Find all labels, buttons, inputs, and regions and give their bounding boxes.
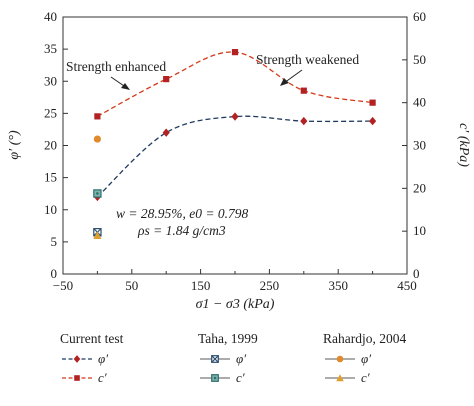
data-point-series-3-dot [96, 192, 99, 195]
data-point-series-1 [231, 49, 239, 56]
x-tick-label: 150 [191, 278, 211, 293]
legend-entry-label: φ′ [236, 351, 246, 366]
y-right-tick-label: 30 [413, 138, 426, 153]
data-point-series-0 [231, 112, 239, 121]
legend-marker [336, 374, 344, 382]
data-point-series-1 [369, 99, 376, 106]
arrow-weakened [283, 69, 303, 84]
y-right-tick-label: 0 [413, 266, 420, 281]
y-left-tick-label: 10 [44, 202, 57, 217]
x-tick-label: 450 [397, 278, 417, 293]
y-right-tick-label: 40 [413, 95, 426, 110]
y-left-axis-label: φ′ (°) [7, 130, 22, 160]
ticks-layer: −50 50 150 250 350 45005101520253035400102030… [44, 9, 426, 293]
annotation-props-line2: ρs = 1.84 g/cm3 [137, 223, 226, 238]
data-point-series-0 [369, 116, 377, 126]
x-tick-label: −50 [53, 278, 73, 293]
arrow-enhanced-head [121, 83, 130, 90]
data-point-series-0 [300, 116, 308, 126]
legend-group-title: Rahardjo, 2004 [323, 331, 406, 346]
y-right-axis-label: c′ (kPa) [456, 123, 471, 167]
x-tick-label: 250 [260, 278, 280, 293]
legend-entry-label: c′ [361, 370, 370, 385]
data-point-series-1 [94, 113, 101, 120]
data-point-series-0 [162, 128, 170, 137]
legend-marker [336, 355, 344, 363]
y-right-tick-label: 60 [413, 9, 426, 24]
y-left-tick-label: 40 [44, 9, 57, 24]
legend-entry-label: φ′ [361, 351, 371, 366]
y-right-tick-label: 10 [413, 223, 426, 238]
legend-group-title: Taha, 1999 [198, 331, 258, 346]
legend-entry-label: c′ [98, 370, 107, 385]
x-tick-label: 50 [125, 278, 138, 293]
series-line-0 [96, 115, 373, 198]
data-point-series-1 [163, 76, 170, 83]
y-left-tick-label: 25 [44, 105, 57, 120]
legend-group-title: Current test [60, 331, 124, 346]
y-left-tick-label: 0 [51, 266, 58, 281]
annotation-strength-enhanced: Strength enhanced [66, 59, 166, 74]
y-left-tick-label: 35 [44, 41, 57, 56]
markers-layer [93, 49, 377, 240]
data-point-series-4 [93, 135, 101, 143]
data-point-series-5 [93, 231, 102, 240]
x-tick-label: 350 [328, 278, 348, 293]
y-left-tick-label: 30 [44, 73, 57, 88]
legend-entry-label: c′ [236, 370, 245, 385]
legend-marker-cross [211, 355, 219, 363]
y-right-tick-label: 20 [413, 180, 426, 195]
y-right-tick-label: 50 [413, 52, 426, 67]
data-point-series-1 [300, 87, 307, 94]
arrow-weakened-head [280, 78, 289, 86]
legend-marker-dot [213, 376, 217, 380]
y-left-tick-label: 15 [44, 170, 57, 185]
legend: Current test φ′ c′ Taha, 1999 φ′ c′ Rahardjo, … [60, 331, 406, 385]
x-axis-label: σ1 − σ3 (kPa) [196, 297, 275, 312]
legend-marker [74, 375, 80, 381]
y-left-tick-label: 5 [51, 234, 58, 249]
legend-marker [73, 355, 81, 363]
annotation-props-line1: w = 28.95%, e0 = 0.798 [116, 206, 248, 221]
legend-entry-label: φ′ [98, 351, 108, 366]
annotation-strength-weakened: Strength weakened [256, 52, 359, 67]
y-left-tick-label: 20 [44, 138, 57, 153]
